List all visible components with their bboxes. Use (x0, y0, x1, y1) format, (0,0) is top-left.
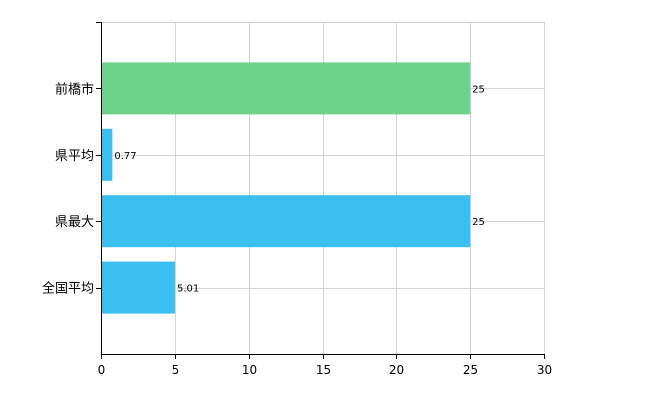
category-label: 前橋市 (55, 81, 94, 97)
data-label: 0.77 (114, 151, 136, 162)
bar-layer (102, 62, 471, 314)
data-label: 25 (472, 217, 485, 228)
bar (102, 195, 471, 248)
x-tick-label: 20 (389, 363, 404, 377)
x-tick-label: 15 (316, 363, 331, 377)
x-tick-label: 5 (172, 363, 180, 377)
x-tick-label: 25 (463, 363, 478, 377)
bar (102, 261, 175, 314)
bar (102, 128, 113, 181)
axis-layer (96, 22, 545, 359)
data-label: 5.01 (177, 284, 199, 295)
x-tick-label: 10 (242, 363, 257, 377)
data-label: 25 (472, 84, 485, 95)
x-tick-label: 30 (537, 363, 552, 377)
category-label: 全国平均 (42, 281, 94, 297)
bar (102, 62, 471, 115)
category-label: 県最大 (55, 215, 94, 230)
label-layer: 0 5 10 15 20 25 30 25 前橋市 0.77 県平均 25 県最大 5.01 全国平均 (42, 81, 552, 377)
category-label: 県平均 (55, 149, 94, 164)
x-tick-label: 0 (98, 363, 106, 377)
